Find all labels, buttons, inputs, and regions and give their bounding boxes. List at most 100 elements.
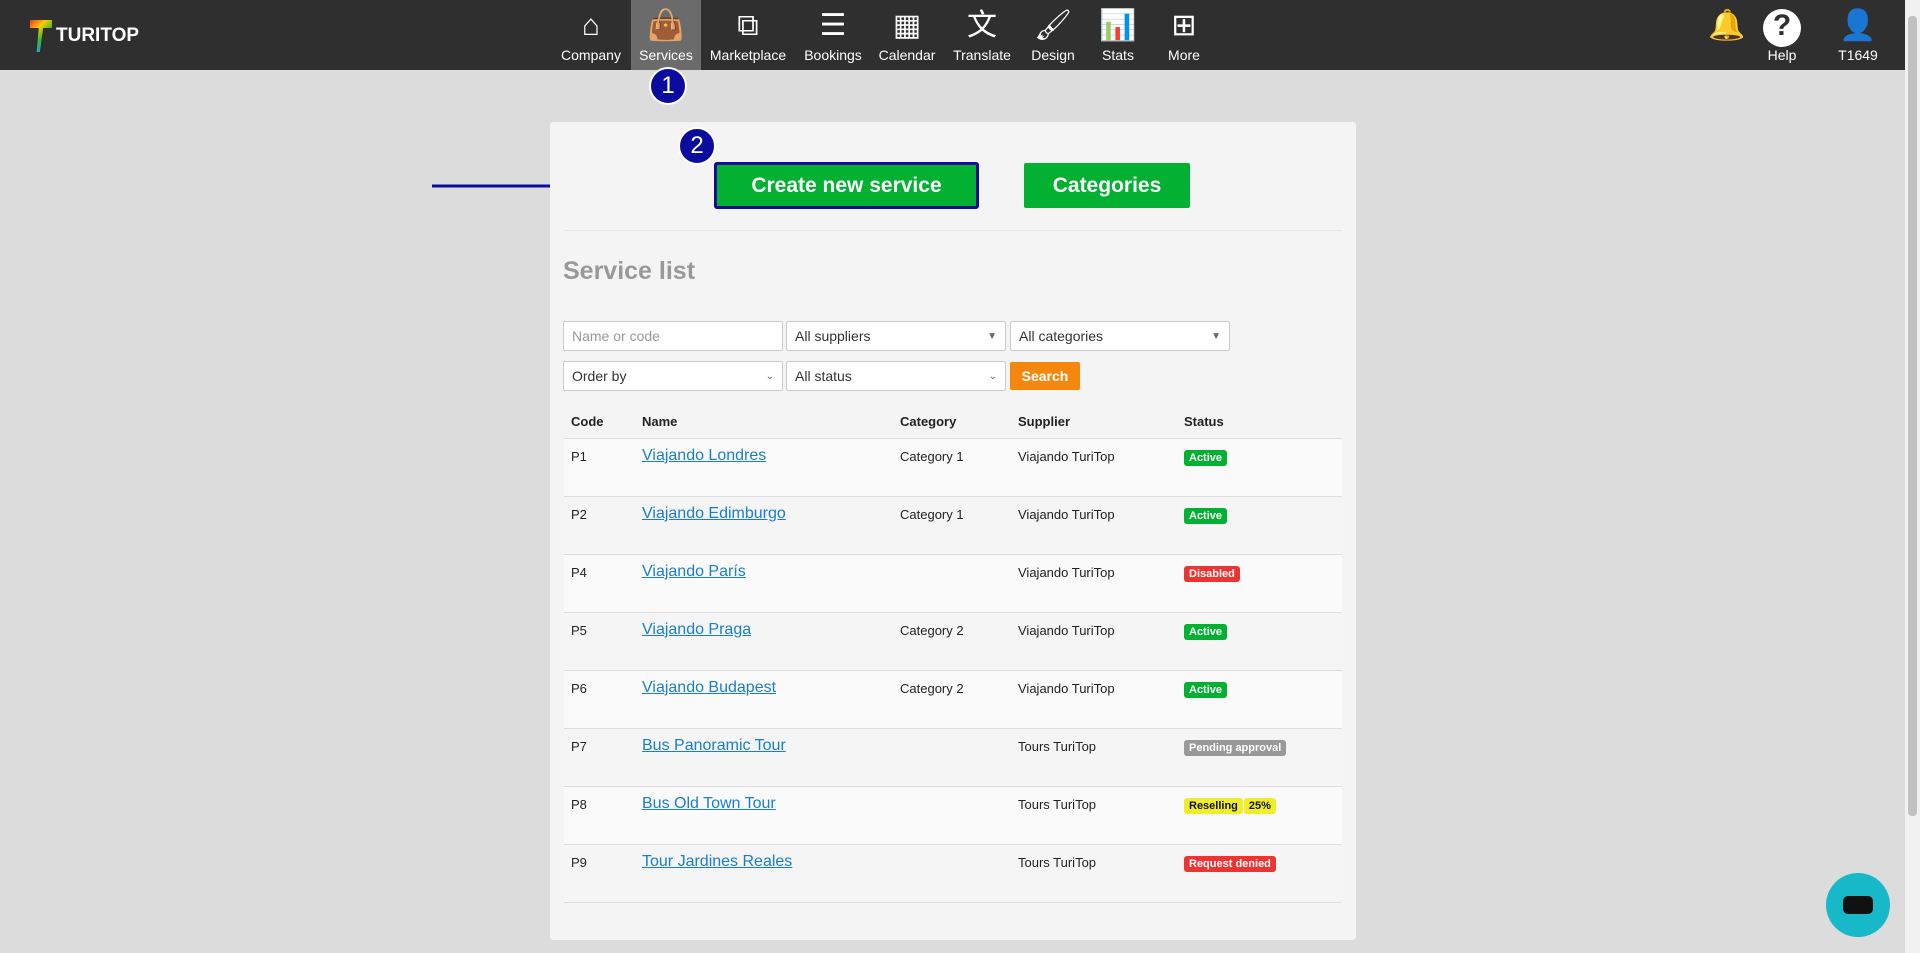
supplier-cell: Viajando TuriTop: [1011, 554, 1177, 613]
supplier-cell: Tours TuriTop: [1011, 844, 1177, 903]
status-cell: Request denied: [1177, 844, 1342, 903]
divider: [564, 230, 1342, 231]
category-cell: [893, 844, 1011, 903]
category-cell: [893, 786, 1011, 845]
chevron-down-icon: ⌄: [765, 370, 774, 382]
table-row: P7 Bus Panoramic Tour Tours TuriTop Pending…: [564, 728, 1342, 787]
logo-mark-icon: [30, 20, 52, 52]
bar-chart-icon: 📊: [1099, 9, 1137, 42]
create-new-service-button[interactable]: Create new service: [714, 162, 979, 209]
table-row: P9 Tour Jardines Reales Tours TuriTop Reque…: [564, 844, 1342, 903]
status-badge: Request denied: [1184, 855, 1276, 872]
table-row: P5 Viajando Praga Category 2 Viajando TuriT…: [564, 612, 1342, 671]
calendar-icon: ▦: [892, 9, 922, 42]
search-button[interactable]: Search: [1010, 362, 1080, 390]
page-title: Service list: [563, 257, 696, 285]
categories-button[interactable]: Categories: [1024, 163, 1190, 208]
nav-design[interactable]: 🖌 Design: [1031, 9, 1075, 63]
nav-more[interactable]: ⊞ More: [1168, 9, 1200, 63]
chevron-down-icon: ⌄: [988, 370, 997, 382]
scrollbar[interactable]: [1905, 0, 1920, 953]
table-row: P8 Bus Old Town Tour Tours TuriTop Resellin…: [564, 786, 1342, 845]
code-cell: P7: [564, 728, 635, 787]
column-supplier: Supplier: [1011, 405, 1177, 439]
chevron-down-icon: ▼: [987, 330, 997, 342]
status-badge: Active: [1184, 681, 1228, 698]
service-table: Code Name Category Supplier Status P1 Via…: [564, 405, 1342, 903]
category-cell: [893, 728, 1011, 787]
code-cell: P9: [564, 844, 635, 903]
supplier-cell: Tours TuriTop: [1011, 728, 1177, 787]
column-code: Code: [564, 405, 635, 439]
home-icon: ⌂: [581, 9, 601, 42]
turitop-logo[interactable]: TURITOP: [30, 20, 139, 52]
status-badge: Pending approval: [1184, 739, 1287, 756]
status-badge: Disabled: [1184, 565, 1240, 582]
status-cell: Active: [1177, 670, 1342, 729]
status-cell: Active: [1177, 438, 1342, 497]
service-link[interactable]: Viajando Edimburgo: [642, 504, 786, 522]
sitemap-icon: ⧉: [737, 9, 759, 42]
help-button[interactable]: ? Help: [1763, 0, 1801, 70]
chat-icon: [1843, 896, 1873, 914]
top-navigation: TURITOP ⌂ Company 👜 Services ⧉ Marketplace ☰ Bo…: [0, 0, 1905, 70]
column-category: Category: [893, 405, 1011, 439]
code-cell: P4: [564, 554, 635, 613]
nav-translate[interactable]: 文 Translate: [953, 9, 1011, 63]
step-marker-2: 2: [678, 127, 716, 165]
status-badge: Reselling: [1184, 797, 1243, 814]
service-link[interactable]: Bus Old Town Tour: [642, 794, 776, 812]
supplier-cell: Viajando TuriTop: [1011, 612, 1177, 671]
code-cell: P1: [564, 438, 635, 497]
service-link[interactable]: Tour Jardines Reales: [642, 852, 793, 870]
brush-icon: 🖌: [1033, 9, 1073, 42]
status-cell: Active: [1177, 496, 1342, 555]
notifications-button[interactable]: 🔔: [1708, 0, 1745, 70]
category-select[interactable]: All categories ▼: [1010, 321, 1230, 351]
chat-button[interactable]: [1826, 873, 1890, 937]
supplier-cell: Viajando TuriTop: [1011, 496, 1177, 555]
supplier-select[interactable]: All suppliers ▼: [786, 321, 1006, 351]
code-cell: P6: [564, 670, 635, 729]
category-cell: Category 1: [893, 438, 1011, 497]
supplier-cell: Viajando TuriTop: [1011, 438, 1177, 497]
nav-calendar[interactable]: ▦ Calendar: [878, 9, 936, 63]
user-menu-button[interactable]: 👤 T1649: [1838, 9, 1878, 63]
status-select[interactable]: All status ⌄: [786, 361, 1006, 391]
list-icon: ☰: [819, 9, 847, 42]
table-row: P4 Viajando París Viajando TuriTop Disabled: [564, 554, 1342, 613]
service-link[interactable]: Viajando Praga: [642, 620, 752, 638]
status-cell: Pending approval: [1177, 728, 1342, 787]
table-row: P1 Viajando Londres Category 1 Viajando Tur…: [564, 438, 1342, 497]
service-link[interactable]: Viajando Budapest: [642, 678, 777, 696]
service-link[interactable]: Viajando París: [642, 562, 746, 580]
status-badge: Active: [1184, 449, 1228, 466]
service-link[interactable]: Bus Panoramic Tour: [642, 736, 786, 754]
column-name: Name: [635, 405, 893, 439]
status-cell: Reselling 25%: [1177, 786, 1342, 845]
plus-square-icon: ⊞: [1171, 9, 1197, 42]
nav-stats[interactable]: 📊 Stats: [1099, 9, 1137, 63]
supplier-cell: Viajando TuriTop: [1011, 670, 1177, 729]
scrollbar-thumb[interactable]: [1908, 16, 1917, 816]
services-panel: 2 Create new service Categories Service …: [550, 122, 1356, 940]
category-cell: [893, 554, 1011, 613]
bell-icon: 🔔: [1708, 9, 1746, 42]
shopping-bag-icon: 👜: [647, 9, 685, 42]
name-or-code-input[interactable]: Name or code: [563, 321, 783, 351]
translate-icon: 文: [967, 9, 997, 42]
column-status: Status: [1177, 405, 1342, 439]
code-cell: P5: [564, 612, 635, 671]
category-cell: Category 1: [893, 496, 1011, 555]
table-row: P6 Viajando Budapest Category 2 Viajando Tu…: [564, 670, 1342, 729]
nav-bookings[interactable]: ☰ Bookings: [804, 9, 862, 63]
code-cell: P8: [564, 786, 635, 845]
nav-services[interactable]: 👜 Services: [631, 0, 701, 70]
resell-percent-badge: 25%: [1243, 797, 1276, 814]
nav-company[interactable]: ⌂ Company: [561, 9, 621, 63]
service-link[interactable]: Viajando Londres: [642, 446, 767, 464]
nav-marketplace[interactable]: ⧉ Marketplace: [709, 9, 787, 63]
supplier-cell: Tours TuriTop: [1011, 786, 1177, 845]
category-cell: Category 2: [893, 670, 1011, 729]
order-by-select[interactable]: Order by ⌄: [563, 361, 783, 391]
